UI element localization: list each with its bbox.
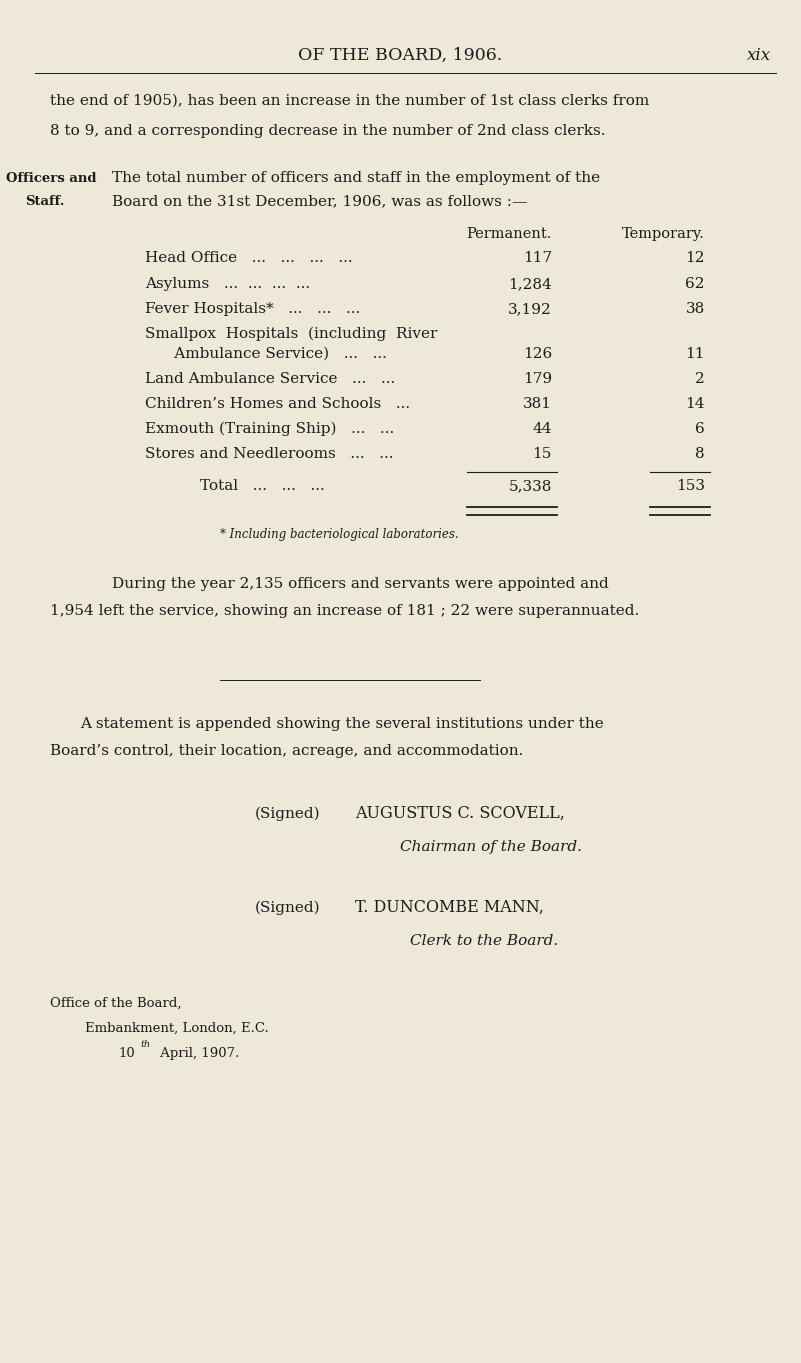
Text: Land Ambulance Service   ...   ...: Land Ambulance Service ... ... <box>145 372 395 386</box>
Text: Head Office   ...   ...   ...   ...: Head Office ... ... ... ... <box>145 251 352 264</box>
Text: The total number of officers and staff in the employment of the: The total number of officers and staff i… <box>112 170 600 185</box>
Text: 62: 62 <box>686 277 705 290</box>
Text: * Including bacteriological laboratories.: * Including bacteriological laboratories… <box>220 527 459 541</box>
Text: 38: 38 <box>686 303 705 316</box>
Text: 8 to 9, and a corresponding decrease in the number of 2nd class clerks.: 8 to 9, and a corresponding decrease in … <box>50 124 606 138</box>
Text: OF THE BOARD, 1906.: OF THE BOARD, 1906. <box>299 46 502 64</box>
Text: Clerk to the Board.: Clerk to the Board. <box>410 934 558 949</box>
Text: T. DUNCOMBE MANN,: T. DUNCOMBE MANN, <box>355 900 544 916</box>
Text: Permanent.: Permanent. <box>467 228 552 241</box>
Text: 6: 6 <box>695 423 705 436</box>
Text: 11: 11 <box>686 348 705 361</box>
Text: (Signed): (Signed) <box>255 807 320 821</box>
Text: the end of 1905), has been an increase in the number of 1st class clerks from: the end of 1905), has been an increase i… <box>50 94 650 108</box>
Text: 8: 8 <box>695 447 705 461</box>
Text: Children’s Homes and Schools   ...: Children’s Homes and Schools ... <box>145 397 410 412</box>
Text: April, 1907.: April, 1907. <box>156 1047 239 1060</box>
Text: Board’s control, their location, acreage, and accommodation.: Board’s control, their location, acreage… <box>50 744 523 758</box>
Text: Staff.: Staff. <box>25 195 65 209</box>
Text: Exmouth (Training Ship)   ...   ...: Exmouth (Training Ship) ... ... <box>145 421 394 436</box>
Text: Embankment, London, E.C.: Embankment, London, E.C. <box>85 1022 269 1035</box>
Text: 44: 44 <box>533 423 552 436</box>
Text: 381: 381 <box>523 397 552 412</box>
Text: 12: 12 <box>686 251 705 264</box>
Text: Stores and Needlerooms   ...   ...: Stores and Needlerooms ... ... <box>145 447 393 461</box>
Text: 1,954 left the service, showing an increase of 181 ; 22 were superannuated.: 1,954 left the service, showing an incre… <box>50 604 639 617</box>
Text: Office of the Board,: Office of the Board, <box>50 996 182 1010</box>
Text: 117: 117 <box>523 251 552 264</box>
Text: During the year 2,135 officers and servants were appointed and: During the year 2,135 officers and serva… <box>112 577 609 592</box>
Text: 10: 10 <box>118 1047 135 1060</box>
Text: 2: 2 <box>695 372 705 386</box>
Text: 3,192: 3,192 <box>509 303 552 316</box>
Text: th: th <box>140 1040 150 1050</box>
Text: xix: xix <box>747 46 771 64</box>
Text: 1,284: 1,284 <box>509 277 552 290</box>
Text: Temporary.: Temporary. <box>622 228 705 241</box>
Text: 153: 153 <box>676 478 705 493</box>
Text: Total   ...   ...   ...: Total ... ... ... <box>200 478 324 493</box>
Text: Officers and: Officers and <box>6 172 96 185</box>
Text: Fever Hospitals*   ...   ...   ...: Fever Hospitals* ... ... ... <box>145 303 360 316</box>
Text: 14: 14 <box>686 397 705 412</box>
Text: A statement is appended showing the several institutions under the: A statement is appended showing the seve… <box>80 717 604 731</box>
Text: (Signed): (Signed) <box>255 901 320 915</box>
Text: Smallpox  Hospitals  (including  River: Smallpox Hospitals (including River <box>145 327 437 341</box>
Text: 5,338: 5,338 <box>509 478 552 493</box>
Text: Asylums   ...  ...  ...  ...: Asylums ... ... ... ... <box>145 277 310 290</box>
Text: Ambulance Service)   ...   ...: Ambulance Service) ... ... <box>145 348 387 361</box>
Text: AUGUSTUS C. SCOVELL,: AUGUSTUS C. SCOVELL, <box>355 806 565 822</box>
Text: Chairman of the Board.: Chairman of the Board. <box>400 840 582 855</box>
Text: 179: 179 <box>523 372 552 386</box>
Text: Board on the 31st December, 1906, was as follows :—: Board on the 31st December, 1906, was as… <box>112 194 527 209</box>
Text: 15: 15 <box>533 447 552 461</box>
Text: 126: 126 <box>523 348 552 361</box>
